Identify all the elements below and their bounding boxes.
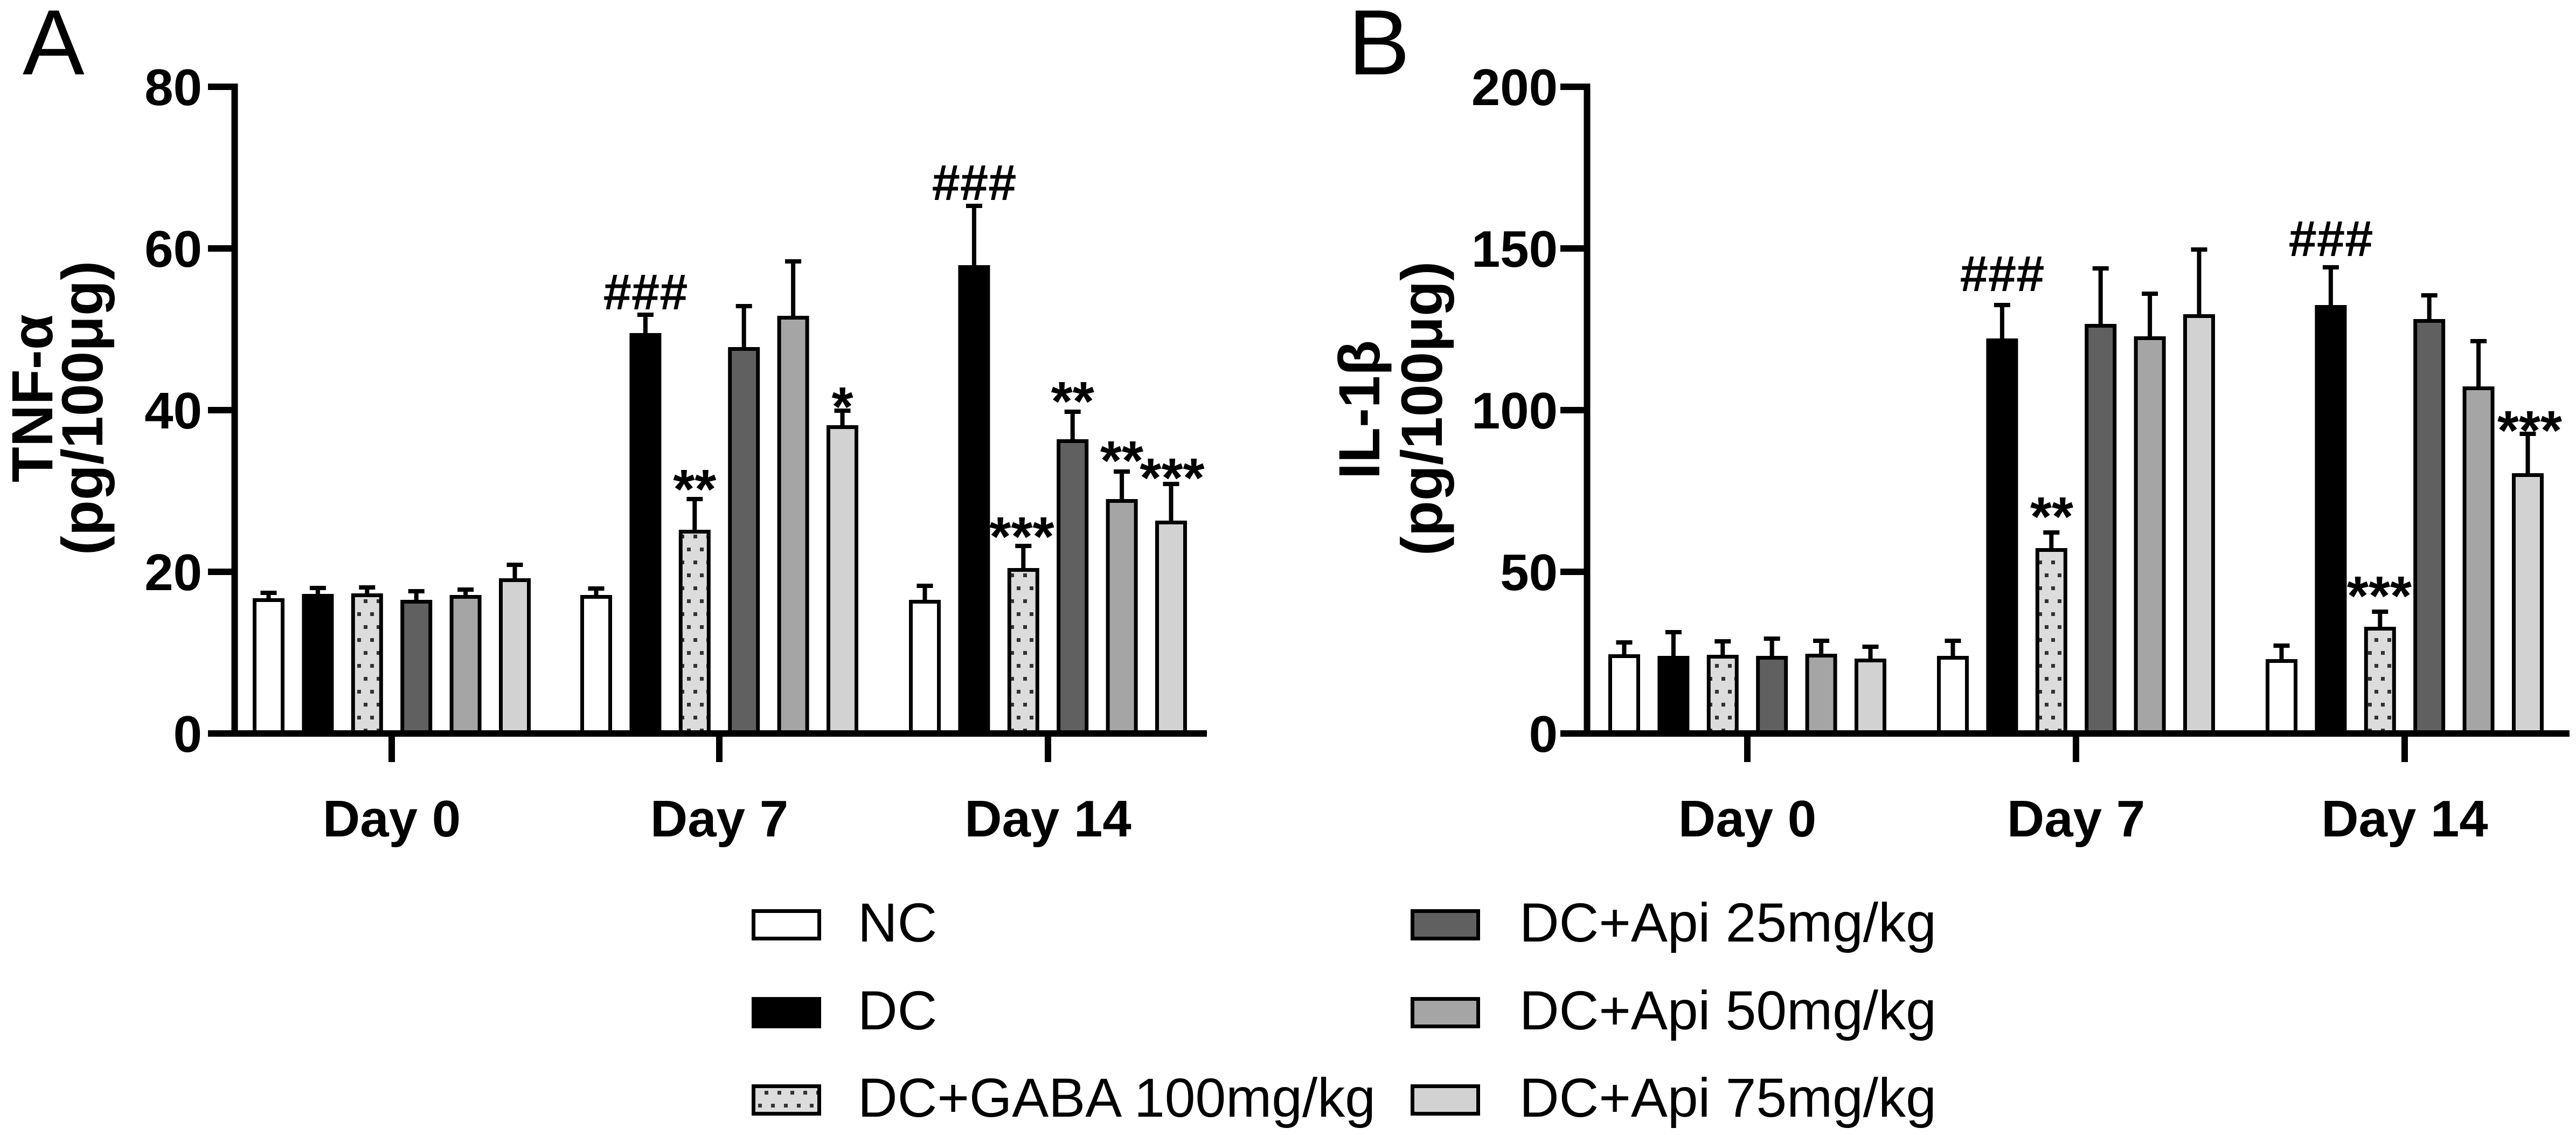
svg-text:TNF-α: TNF-α	[0, 314, 65, 482]
svg-text:**: **	[673, 458, 716, 520]
svg-text:DC+Api 25mg/kg: DC+Api 25mg/kg	[1519, 892, 1936, 953]
svg-text:DC+Api 50mg/kg: DC+Api 50mg/kg	[1519, 980, 1936, 1041]
svg-text:60: 60	[144, 220, 202, 278]
svg-text:###: ###	[932, 154, 1017, 211]
svg-text:###: ###	[1960, 245, 2045, 302]
svg-text:***: ***	[989, 506, 1054, 568]
svg-text:###: ###	[603, 264, 688, 320]
svg-text:DC: DC	[858, 980, 937, 1041]
svg-text:***: ***	[1140, 447, 1204, 509]
svg-text:A: A	[23, 0, 85, 94]
svg-text:DC+GABA 100mg/kg: DC+GABA 100mg/kg	[858, 1067, 1376, 1129]
svg-text:50: 50	[1500, 544, 1558, 601]
svg-text:B: B	[1348, 0, 1410, 94]
svg-text:**: **	[2030, 486, 2073, 548]
svg-text:0: 0	[173, 705, 202, 763]
svg-text:Day 7: Day 7	[2007, 790, 2145, 848]
svg-text:IL-1β: IL-1β	[1327, 340, 1392, 479]
svg-text:###: ###	[2289, 210, 2373, 267]
svg-text:Day 14: Day 14	[2321, 790, 2488, 848]
svg-text:Day 7: Day 7	[650, 790, 788, 848]
svg-text:**: **	[1100, 430, 1143, 492]
svg-text:100: 100	[1471, 382, 1558, 440]
svg-text:(pg/100μg): (pg/100μg)	[1389, 261, 1454, 556]
svg-text:Day 14: Day 14	[964, 790, 1131, 848]
svg-text:150: 150	[1471, 220, 1558, 278]
svg-text:200: 200	[1471, 59, 1558, 116]
svg-text:Day 0: Day 0	[323, 790, 461, 848]
svg-text:DC+Api 75mg/kg: DC+Api 75mg/kg	[1519, 1067, 1936, 1129]
svg-text:20: 20	[144, 544, 202, 601]
svg-text:80: 80	[144, 59, 202, 116]
svg-text:(pg/100μg): (pg/100μg)	[50, 261, 115, 555]
svg-text:NC: NC	[858, 892, 937, 953]
svg-text:***: ***	[2347, 565, 2412, 627]
svg-text:Day 0: Day 0	[1678, 790, 1816, 848]
svg-text:***: ***	[2497, 399, 2562, 461]
svg-text:*: *	[831, 376, 853, 438]
svg-text:40: 40	[144, 382, 202, 440]
svg-text:**: **	[1051, 370, 1094, 432]
svg-text:0: 0	[1529, 705, 1558, 763]
